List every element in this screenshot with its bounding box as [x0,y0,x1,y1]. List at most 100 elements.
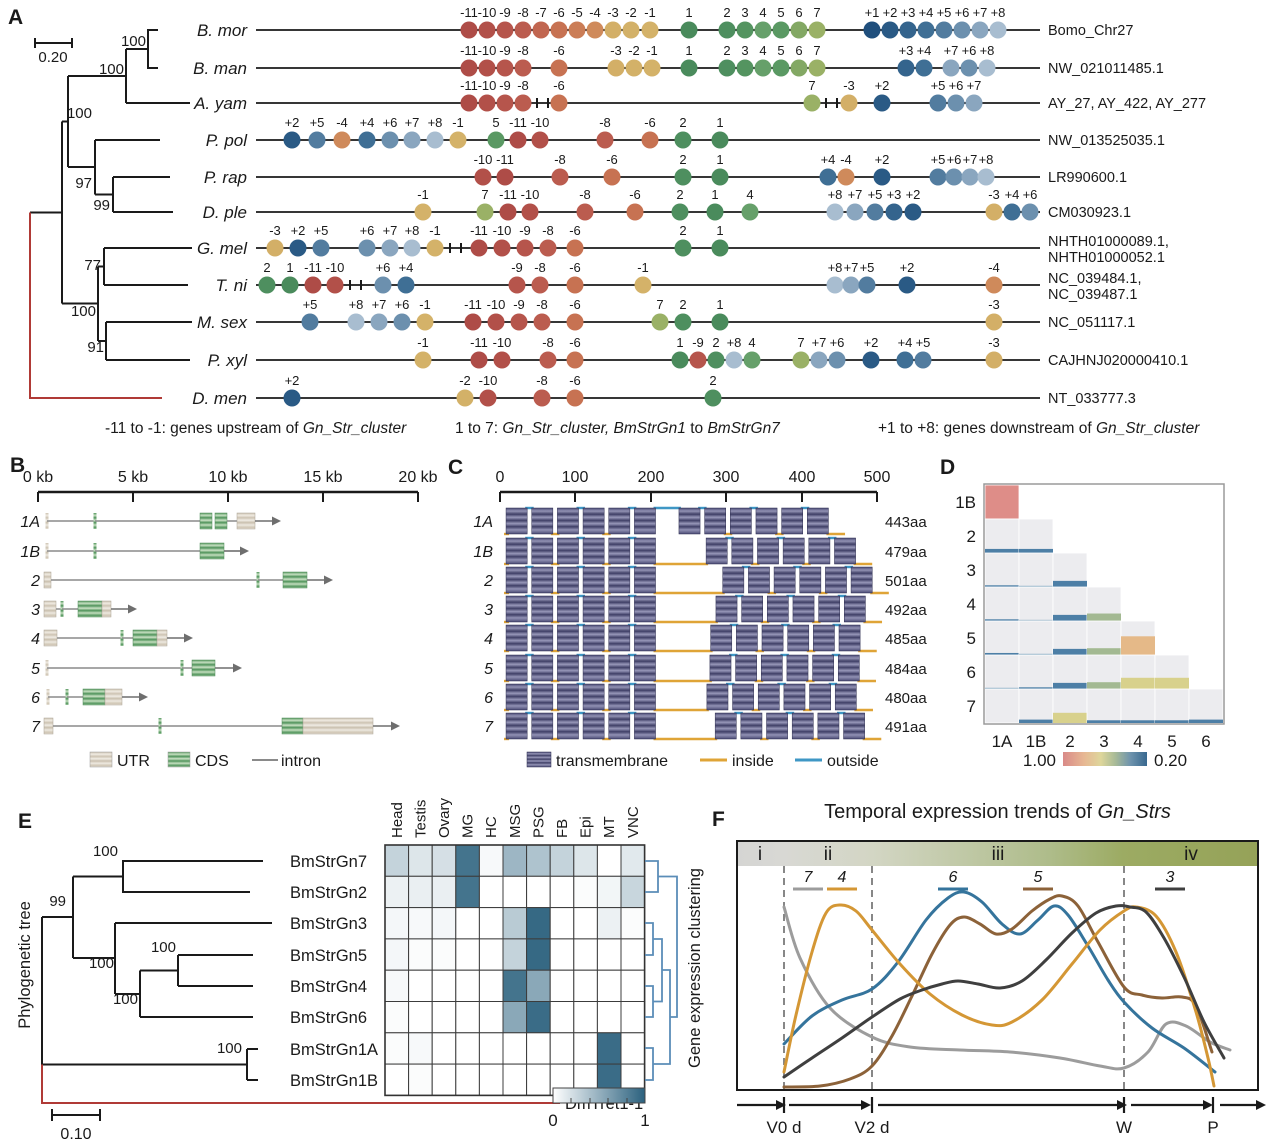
gene-number-label: -8 [599,115,611,130]
gene-circle [858,276,876,294]
expression-clustering-label: Gene expression clustering [686,868,704,1068]
panel-e-letter: E [18,810,32,833]
curve-legend-label-7: 7 [804,869,814,886]
matrix-cell-band [1121,720,1155,723]
transmembrane-block [715,595,738,623]
gene-circle [917,21,935,39]
gene-number-label: +4 [821,152,836,167]
gene-circle [754,21,772,39]
heatmap-cell [478,969,504,1003]
bootstrap-value: 91 [87,339,104,356]
gene-circle [915,59,933,77]
gene-number-label: -11 [496,152,514,167]
gene-number-label: +8 [828,260,843,275]
axis-arrowhead [1117,1100,1127,1110]
gene-circle [566,313,584,331]
gene-circle [576,203,594,221]
transmembrane-block [761,624,784,652]
gene-number-label: -6 [553,5,565,20]
ruler-label-c: 300 [713,469,740,486]
transmembrane-block [531,537,554,565]
gene-number-label: -4 [589,5,601,20]
gene-circle [840,94,858,112]
transmembrane-block [766,712,788,740]
heatmap-col-header: Epi [578,816,595,838]
gene-circle [674,131,692,149]
gene-number-label: -10 [531,115,550,130]
gene-circle [674,168,692,186]
tree-leaf-label: BmStrGn4 [290,978,367,996]
gene-circle [499,203,517,221]
gene-number-label: 4 [759,5,766,20]
gene-circle [736,21,754,39]
legend-swatch-cds [167,751,191,768]
matrix-row-label: 5 [967,629,976,648]
gene-number-label: -6 [644,115,656,130]
gene-circle [680,59,698,77]
gene-number-label: -6 [569,373,581,388]
heatmap-cell [549,938,575,971]
gene-circle [873,168,891,186]
gene-circle [607,59,625,77]
outgroup-branch-e [41,1064,560,1104]
transmembrane-block [608,712,631,740]
gene-circle [819,168,837,186]
gene-number-label: -8 [542,335,554,350]
ruler-label-c: 100 [562,469,589,486]
gene-circle [281,276,299,294]
transmembrane-block [850,566,873,594]
matrix-row-label: 1B [955,493,976,512]
heatmap-cell [596,1032,622,1065]
heatmap-cell [526,969,551,1003]
gene-number-label: -3 [988,187,1000,202]
panel-f-title: Temporal expression trends of Gn_Strs [824,801,1171,823]
gene-number-label: 3 [741,5,748,20]
matrix-col-label: 2 [1065,732,1074,751]
cds-block [199,542,225,560]
gene-circle [790,21,808,39]
bootstrap-value: 100 [89,955,114,972]
heatmap-cell [526,875,551,909]
gene-number-label: 2 [712,335,719,350]
legend-label-inside: inside [732,753,774,770]
matrix-cell-band [1087,648,1121,655]
heatmap-col-header: VNC [625,806,642,838]
heatmap-cell [455,907,480,940]
axis-stage-label: W [1116,1118,1132,1137]
transmembrane-block [505,624,528,652]
matrix-cell-band [1019,687,1053,689]
matrix-cell-band [1053,712,1087,723]
protein-length-label: 443aa [885,514,927,531]
gene-circle [403,239,421,257]
protein-name-label: 5 [484,661,493,678]
gene-circle [689,351,707,369]
matrix-cell-band [1121,636,1155,655]
protein-name-label: 1A [473,514,493,531]
legend-label-utr: UTR [117,753,150,770]
gene-number-label: -4 [988,260,1000,275]
transmembrane-block [732,683,754,711]
heatmap-cell [596,1001,622,1034]
cds-block [77,600,103,618]
transmembrane-block [634,595,656,623]
gene-circle [977,168,995,186]
heatmap-cell [455,938,480,971]
gene-circle [772,21,790,39]
transmembrane-block [740,712,763,740]
gene-number-label: 7 [813,5,820,20]
transmembrane-block [818,595,840,623]
gene-number-label: -11 [460,78,478,93]
species-label: D. men [192,389,247,408]
transmembrane-block [844,595,866,623]
tree-scale-bar-e: 0.10 [51,1109,101,1143]
gene-circle [474,168,492,186]
heatmap-cell [549,1001,575,1034]
gene-number-label: +7 [967,78,982,93]
transmembrane-block [634,683,656,711]
matrix-cell-band [985,548,1019,553]
gene-circle [826,276,844,294]
heatmap-cell [431,938,457,971]
ruler-label-b: 5 kb [118,469,148,486]
gene-name-label-b: 6 [31,690,40,707]
gene-number-label: -8 [534,260,546,275]
